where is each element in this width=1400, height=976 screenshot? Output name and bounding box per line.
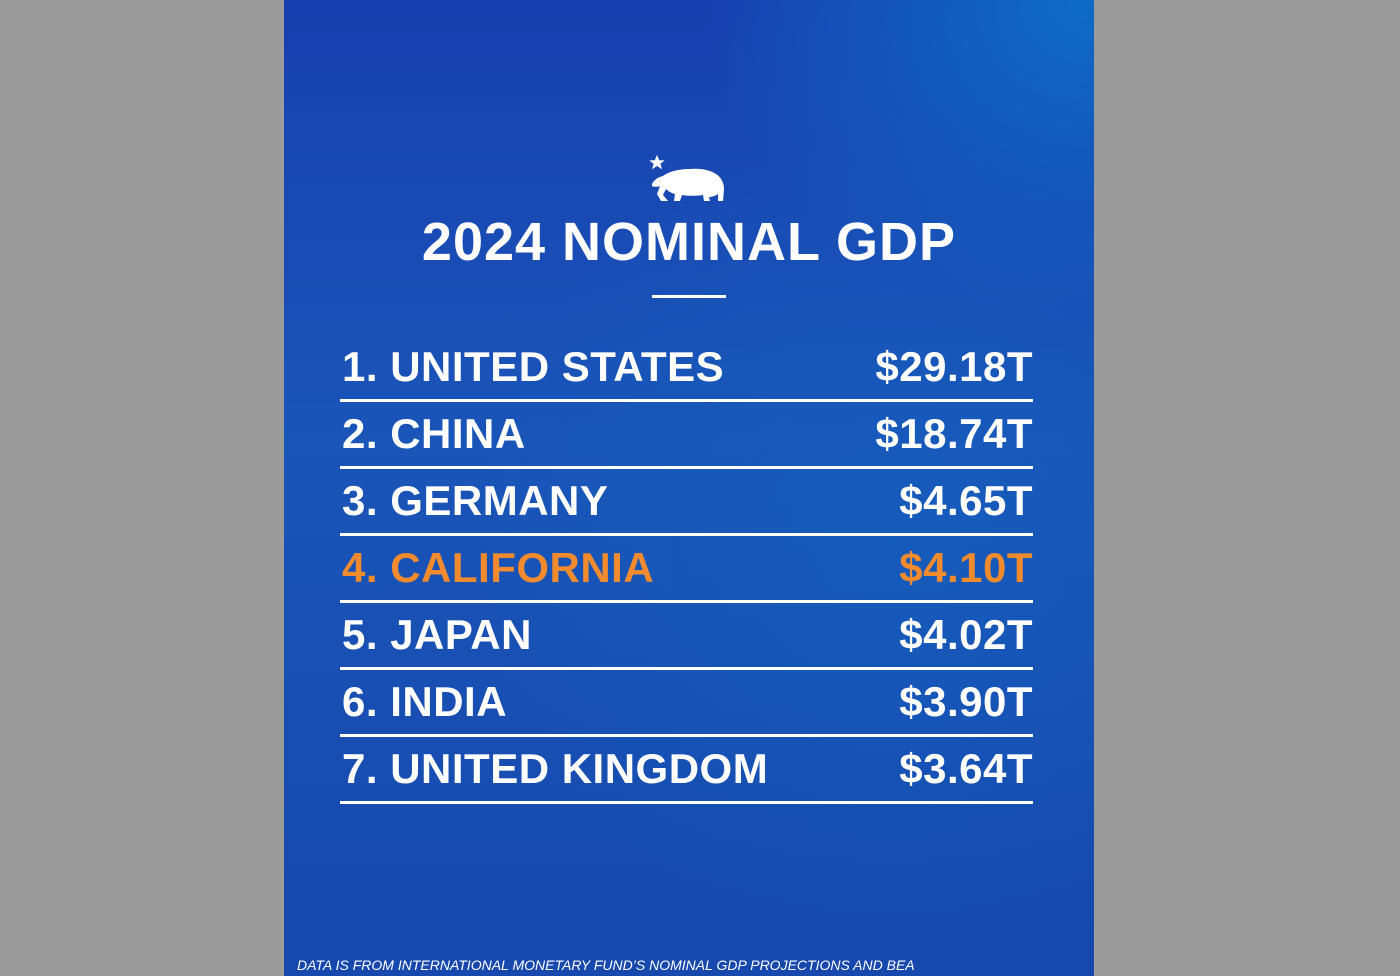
country-name: 2. CHINA [342, 410, 526, 457]
ranking-row-4-highlighted: 4. CALIFORNIA $4.10T [340, 536, 1033, 603]
gdp-value: $29.18T [875, 343, 1033, 390]
ranking-row-7: 7. UNITED KINGDOM $3.64T [340, 737, 1033, 804]
gdp-value: $3.90T [899, 678, 1033, 725]
country-name: 7. UNITED KINGDOM [342, 745, 769, 792]
ranking-row-1: 1. UNITED STATES $29.18T [340, 335, 1033, 402]
ranking-row-2: 2. CHINA $18.74T [340, 402, 1033, 469]
ranking-row-6: 6. INDIA $3.90T [340, 670, 1033, 737]
gdp-graphic-card: 2024 NOMINAL GDP 1. UNITED STATES $29.18… [284, 0, 1094, 976]
title-divider [652, 295, 726, 298]
source-footnote: DATA IS FROM INTERNATIONAL MONETARY FUND… [297, 957, 915, 973]
gdp-value: $4.65T [899, 477, 1033, 524]
california-bear-star-icon [649, 155, 724, 201]
country-name: 1. UNITED STATES [342, 343, 725, 390]
page-title: 2024 NOMINAL GDP [421, 212, 957, 272]
country-name: 5. JAPAN [342, 611, 532, 658]
country-name: 4. CALIFORNIA [342, 544, 655, 591]
gdp-value: $4.10T [899, 544, 1033, 591]
gdp-value: $3.64T [899, 745, 1033, 792]
gdp-value: $4.02T [899, 611, 1033, 658]
ranking-row-3: 3. GERMANY $4.65T [340, 469, 1033, 536]
country-name: 3. GERMANY [342, 477, 609, 524]
ranking-row-5: 5. JAPAN $4.02T [340, 603, 1033, 670]
gdp-ranking-list: 1. UNITED STATES $29.18T 2. CHINA $18.74… [340, 335, 1033, 804]
country-name: 6. INDIA [342, 678, 508, 725]
gdp-value: $18.74T [875, 410, 1033, 457]
